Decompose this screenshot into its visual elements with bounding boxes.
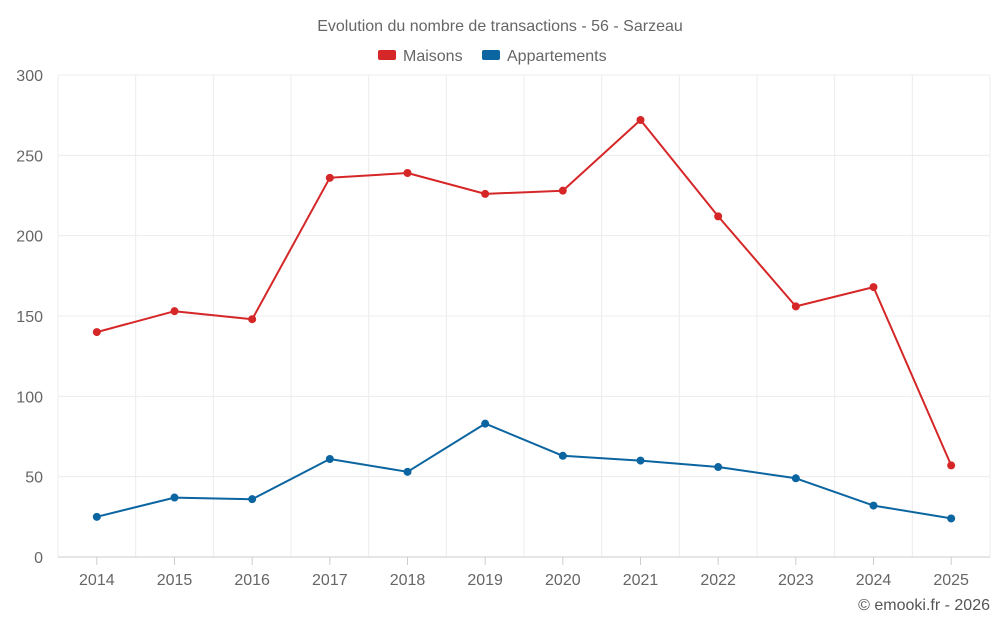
data-point[interactable] [170, 493, 179, 502]
legend: Maisons Appartements [378, 48, 607, 65]
series-line [96, 422, 952, 520]
y-tick-label: 200 [16, 229, 43, 246]
legend-item-maisons[interactable]: Maisons [378, 48, 463, 65]
data-point[interactable] [636, 456, 645, 465]
credit-text: © emooki.fr - 2026 [858, 597, 990, 614]
data-point[interactable] [92, 512, 101, 521]
data-point[interactable] [170, 307, 179, 316]
legend-label: Appartements [507, 48, 607, 65]
data-point[interactable] [248, 315, 257, 324]
data-point[interactable] [791, 302, 800, 311]
data-point[interactable] [947, 461, 956, 470]
series-maisons [92, 115, 956, 470]
x-tick-label: 2017 [312, 572, 348, 589]
series-line [96, 119, 953, 466]
x-tick-label: 2022 [700, 572, 736, 589]
x-tick-label: 2025 [933, 572, 969, 589]
x-tick-label: 2016 [234, 572, 270, 589]
grid [57, 74, 991, 558]
data-point[interactable] [714, 463, 723, 472]
chart-title: Evolution du nombre de transactions - 56… [317, 18, 683, 35]
data-point[interactable] [558, 186, 567, 195]
data-point[interactable] [947, 514, 956, 523]
data-point[interactable] [481, 419, 490, 428]
y-tick-label: 150 [16, 309, 43, 326]
axes: 0 50 100 150 200 250 300 2014 2015 2016 2017 2018 20… [16, 68, 990, 589]
x-tick-label: 2020 [545, 572, 581, 589]
data-point[interactable] [869, 501, 878, 510]
legend-label: Maisons [403, 48, 463, 65]
data-point[interactable] [481, 189, 490, 198]
data-point[interactable] [403, 467, 412, 476]
data-point[interactable] [248, 495, 257, 504]
y-tick-label: 50 [25, 470, 43, 487]
legend-swatch [482, 50, 500, 60]
y-tick-label: 300 [16, 68, 43, 85]
x-tick-label: 2024 [856, 572, 892, 589]
data-point[interactable] [869, 283, 878, 292]
x-tick-label: 2014 [79, 572, 115, 589]
y-tick-label: 100 [16, 389, 43, 406]
data-point[interactable] [403, 169, 412, 178]
data-point[interactable] [92, 328, 101, 337]
y-tick-label: 250 [16, 148, 43, 165]
x-tick-label: 2018 [390, 572, 426, 589]
y-tick-label: 0 [34, 550, 43, 567]
data-point[interactable] [325, 173, 334, 182]
x-tick-label: 2021 [623, 572, 659, 589]
series-appartements [92, 419, 956, 523]
x-tick-label: 2019 [467, 572, 503, 589]
x-tick-label: 2023 [778, 572, 814, 589]
legend-item-appartements[interactable]: Appartements [482, 48, 607, 65]
x-tick-label: 2015 [157, 572, 193, 589]
legend-swatch [378, 50, 396, 60]
data-point[interactable] [558, 451, 567, 460]
data-point[interactable] [325, 454, 334, 463]
data-point[interactable] [714, 212, 723, 221]
data-point[interactable] [791, 474, 800, 483]
data-point[interactable] [636, 115, 645, 124]
series [92, 115, 956, 523]
